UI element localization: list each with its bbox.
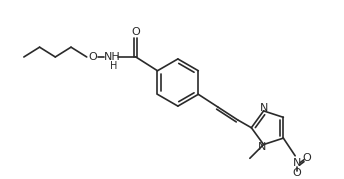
Text: N: N xyxy=(259,103,268,113)
Text: O: O xyxy=(303,153,311,163)
Text: N: N xyxy=(257,142,266,153)
Text: O: O xyxy=(131,27,140,37)
Text: N: N xyxy=(293,158,301,168)
Text: NH: NH xyxy=(104,52,121,62)
Text: O: O xyxy=(88,52,97,62)
Text: O: O xyxy=(293,168,301,178)
Text: H: H xyxy=(110,61,117,71)
